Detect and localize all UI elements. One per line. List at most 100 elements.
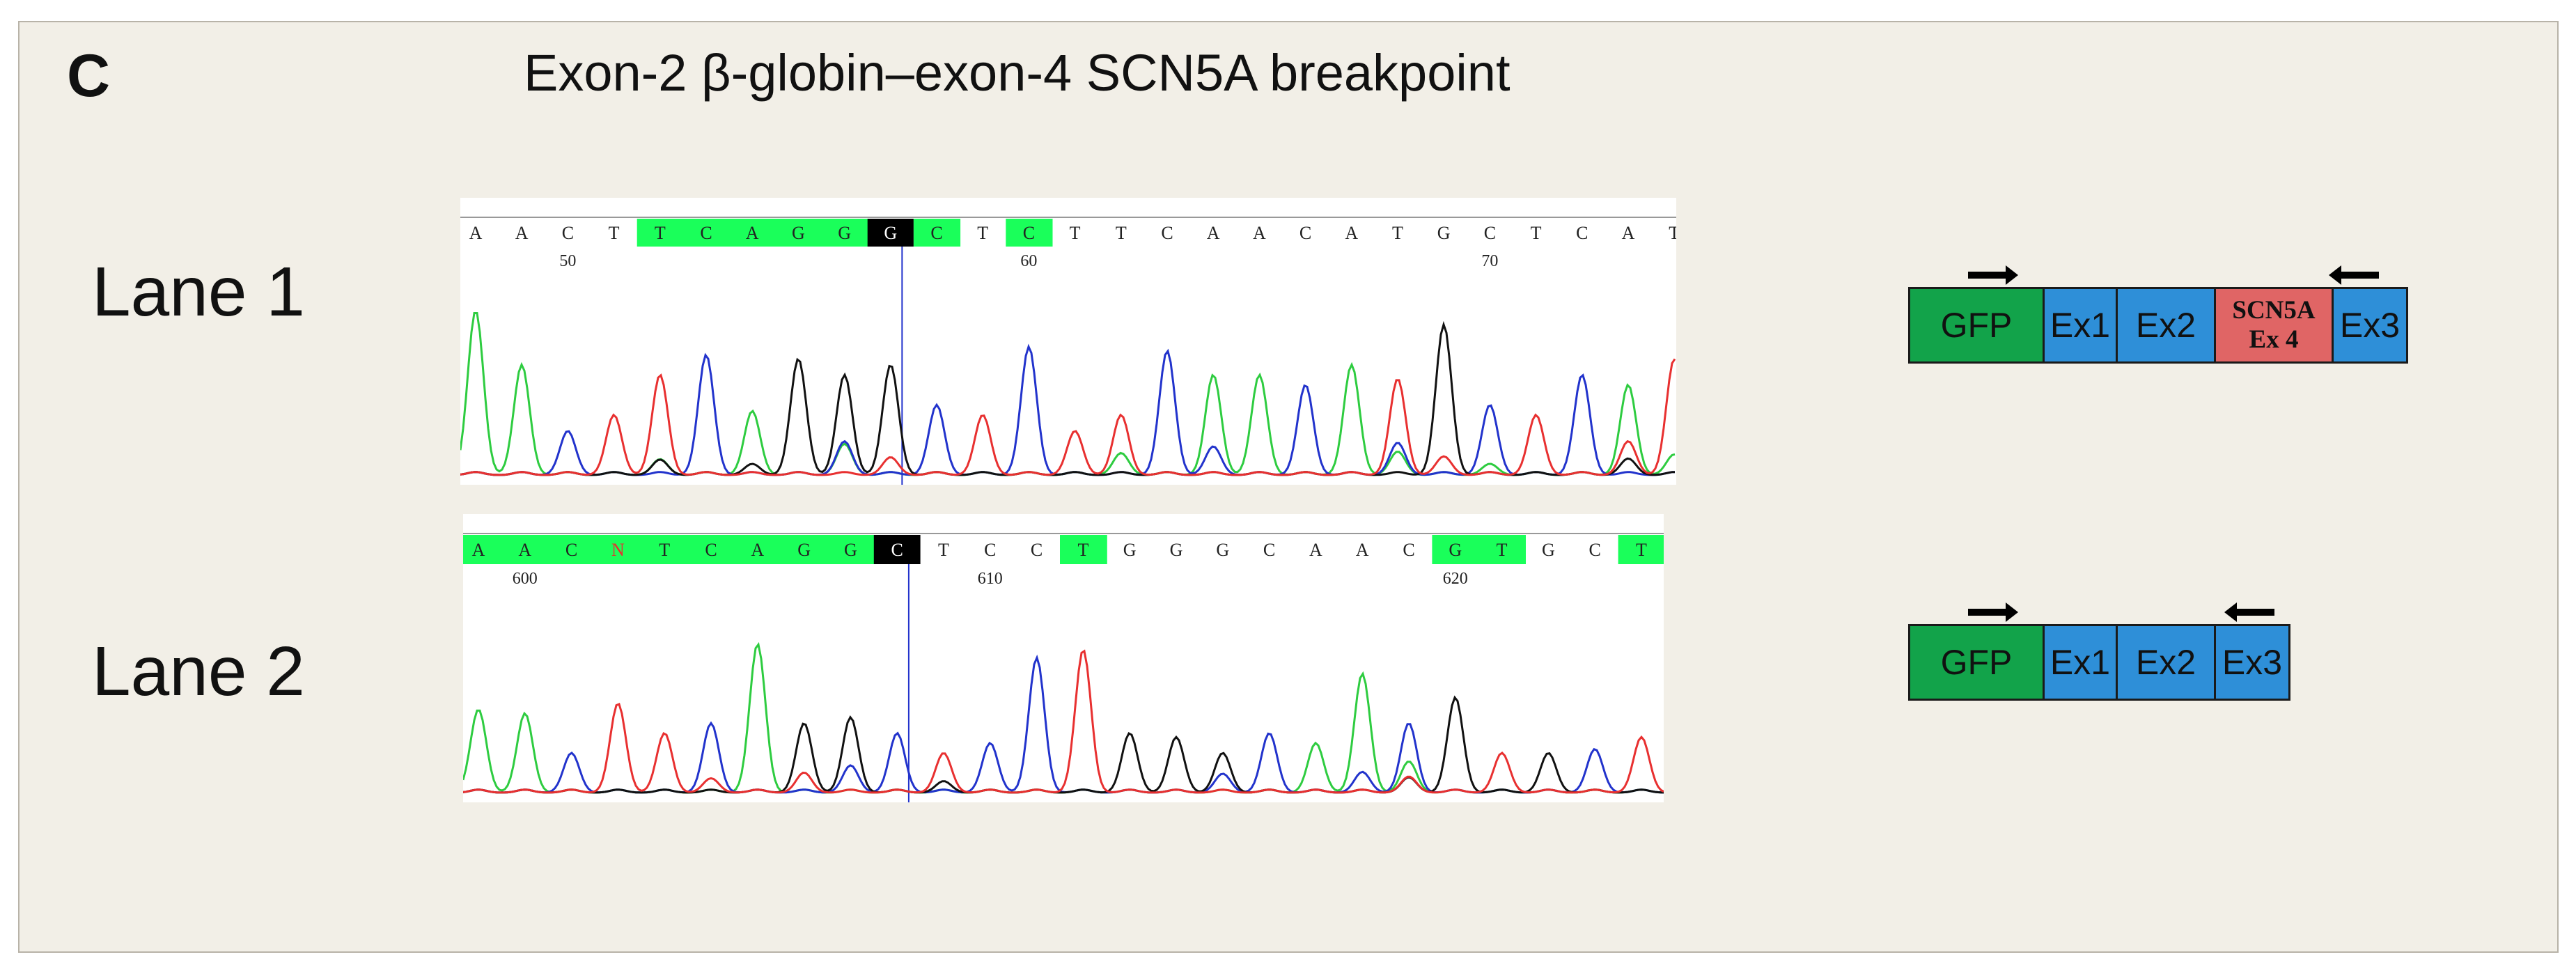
- base-call-letter: C: [1576, 223, 1588, 243]
- chromatogram-lane-1: A A C T T C A G G G C T C T T C A A C A T G C T C A T 50 60 70: [460, 198, 1676, 485]
- base-call-letter: A: [518, 540, 531, 560]
- cursor-base-highlight: [873, 535, 921, 564]
- base-call-letter: A: [469, 223, 483, 243]
- position-tick-label: 600: [513, 570, 538, 588]
- trace-c: [460, 343, 1676, 476]
- trace-t: [463, 649, 1664, 794]
- base-call-letter: C: [1023, 223, 1035, 243]
- construct-lane-1: GFP Ex1 Ex2 SCN5A Ex 4 Ex3: [1908, 265, 2437, 371]
- base-call-letter: T: [609, 223, 620, 243]
- chromatogram-lane-2: A A C N T C A G G C T C C T G G G C A A C G T G C T 600 610 620: [463, 514, 1664, 802]
- base-call-letter: A: [746, 223, 759, 243]
- base-highlight: [1006, 219, 1053, 247]
- base-call-letter: C: [1263, 540, 1275, 560]
- base-call-letter: A: [1253, 223, 1266, 243]
- position-tick-label: 620: [1443, 570, 1468, 588]
- base-call-letter: C: [562, 223, 574, 243]
- base-call-letter: C: [1299, 223, 1311, 243]
- base-call-letter: G: [1449, 540, 1462, 560]
- base-call-letter: T: [1636, 540, 1647, 560]
- reverse-primer-arrow: [2224, 602, 2274, 622]
- base-highlight: [827, 535, 875, 564]
- construct-segment-gfp: GFP: [1908, 624, 2045, 701]
- base-highlight: [729, 219, 776, 247]
- base-highlight: [913, 219, 961, 247]
- base-call-letter: A: [472, 540, 485, 560]
- base-call-letter: A: [1622, 223, 1635, 243]
- base-highlight: [641, 535, 689, 564]
- panel-letter: C: [67, 42, 111, 109]
- construct-segment-ex3: Ex3: [2332, 287, 2408, 364]
- base-call-letter: T: [1497, 540, 1508, 560]
- base-call-letter: G: [1437, 223, 1451, 243]
- construct-lane-2: GFP Ex1 Ex2 Ex3: [1908, 602, 2298, 708]
- base-call-letter: C: [705, 540, 717, 560]
- base-call-letter: G: [797, 540, 811, 560]
- base-call-letter: C: [565, 540, 577, 560]
- base-highlight: [501, 535, 549, 564]
- base-call-letter: C: [1589, 540, 1601, 560]
- base-call-letter: G: [884, 223, 897, 243]
- base-call-letter: A: [751, 540, 764, 560]
- base-call-letter: A: [1345, 223, 1358, 243]
- trace-a: [460, 312, 1676, 476]
- trace-c: [463, 654, 1664, 794]
- base-call-letter: G: [1123, 540, 1137, 560]
- base-call-letter: G: [1170, 540, 1183, 560]
- segment-label-line-2: Ex 4: [2249, 325, 2299, 354]
- base-call-letter: T: [1070, 223, 1081, 243]
- base-call-letter: T: [1531, 223, 1542, 243]
- base-call-letter: A: [1207, 223, 1220, 243]
- base-highlight: [682, 219, 731, 247]
- base-call-letter: C: [700, 223, 712, 243]
- position-tick-label: 50: [559, 252, 576, 270]
- base-call-letter: G: [1216, 540, 1229, 560]
- lane-2-label: Lane 2: [92, 632, 305, 710]
- base-highlight: [781, 535, 828, 564]
- base-call-letter: C: [891, 540, 903, 560]
- chromatogram-lane-1-svg: A A C T T C A G G G C T C T T C A A C A T G C T C A T 50 60 70: [460, 217, 1676, 485]
- base-highlight: [463, 535, 503, 564]
- construct-segment-ex2: Ex2: [2116, 287, 2216, 364]
- trace-g: [460, 320, 1676, 476]
- position-tick-label: 610: [978, 570, 1003, 588]
- base-call-letter: G: [1542, 540, 1555, 560]
- construct-segment-ex3: Ex3: [2214, 624, 2290, 701]
- forward-primer-arrow: [1968, 602, 2018, 622]
- construct-segment-gfp: GFP: [1908, 287, 2045, 364]
- base-highlight: [548, 535, 595, 564]
- base-call-letter: T: [977, 223, 988, 243]
- reverse-primer-arrow: [2329, 265, 2379, 285]
- figure-panel: C Exon-2 β-globin–exon-4 SCN5A breakpoin…: [18, 21, 2559, 953]
- position-tick-label: 70: [1481, 252, 1498, 270]
- forward-primer-arrow: [1968, 265, 2018, 285]
- base-call-letter: C: [1161, 223, 1173, 243]
- base-call-letter: C: [930, 223, 942, 243]
- base-call-letter: N: [611, 540, 625, 560]
- position-tick-label: 60: [1020, 252, 1037, 270]
- base-call-letter: G: [792, 223, 805, 243]
- base-highlight: [734, 535, 782, 564]
- segment-label: SCN5A: [2232, 296, 2316, 325]
- base-highlight: [1478, 535, 1526, 564]
- base-call-letter: T: [938, 540, 949, 560]
- construct-segment-ex1: Ex1: [2043, 287, 2118, 364]
- base-call-letter: T: [1392, 223, 1403, 243]
- base-call-letter: G: [838, 223, 851, 243]
- base-call-letter: A: [515, 223, 529, 243]
- cursor-base-highlight: [867, 219, 914, 247]
- base-highlight: [775, 219, 822, 247]
- base-call-letter: T: [1669, 223, 1676, 243]
- base-call-letter: T: [655, 223, 666, 243]
- base-call-letter: A: [1356, 540, 1369, 560]
- trace-a: [463, 641, 1664, 794]
- base-highlight: [1060, 535, 1107, 564]
- base-highlight: [687, 535, 735, 564]
- base-call-letter: C: [984, 540, 996, 560]
- base-call-letter: T: [1077, 540, 1088, 560]
- base-highlight: [821, 219, 868, 247]
- base-call-letter: C: [1484, 223, 1496, 243]
- base-call-letter: C: [1031, 540, 1043, 560]
- base-call-letter: A: [1309, 540, 1322, 560]
- base-call-letter: C: [1403, 540, 1414, 560]
